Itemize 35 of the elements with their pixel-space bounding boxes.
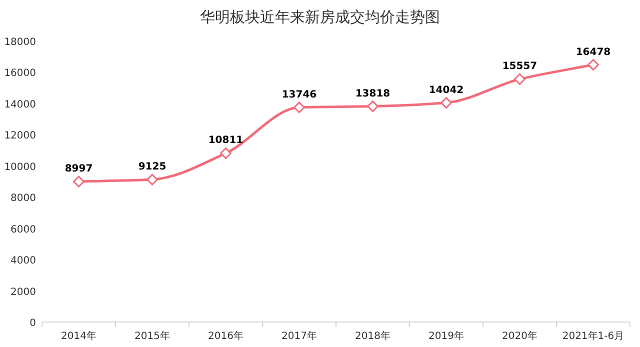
- point: [514, 73, 526, 85]
- x-tick-label: 2018年: [355, 330, 390, 342]
- data-label: 13746: [282, 89, 317, 100]
- y-tick-label: 18000: [4, 37, 36, 48]
- data-label: 15557: [502, 61, 538, 72]
- point: [220, 147, 232, 159]
- y-tick-label: 8000: [10, 193, 36, 204]
- point: [73, 176, 84, 188]
- point: [146, 174, 158, 186]
- y-tick-label: 6000: [10, 224, 36, 236]
- point: [440, 97, 452, 109]
- x-tick-label: 2015年: [134, 330, 170, 342]
- data-label: 8997: [64, 164, 93, 175]
- data-label: 16478: [576, 46, 611, 58]
- y-tick-label: 2000: [10, 286, 36, 298]
- point: [367, 100, 378, 112]
- data-label: 14042: [428, 84, 464, 96]
- y-tick-label: 0: [30, 318, 36, 329]
- x-tick-label: 2017年: [282, 330, 317, 342]
- y-tick-label: 10000: [4, 162, 36, 173]
- y-tick-label: 4000: [10, 256, 36, 267]
- x-tick-label: 2020年: [502, 330, 538, 342]
- data-label: 13818: [355, 88, 390, 100]
- title: 华明板块近年来新房成交均价走势图: [200, 8, 440, 26]
- data-label: 10811: [208, 135, 244, 146]
- point: [294, 102, 305, 114]
- x-tick-label: 2019年: [428, 330, 464, 342]
- y-tick-label: 16000: [4, 68, 36, 80]
- point: [588, 59, 599, 71]
- x-tick-label: 2016年: [208, 330, 244, 342]
- data-label: 9125: [138, 162, 166, 173]
- x-tick-label: 2014年: [61, 330, 96, 342]
- x-tick-label: 2021年1-6月: [562, 330, 624, 342]
- y-tick-label: 14000: [4, 99, 36, 110]
- y-tick-label: 12000: [4, 130, 36, 142]
